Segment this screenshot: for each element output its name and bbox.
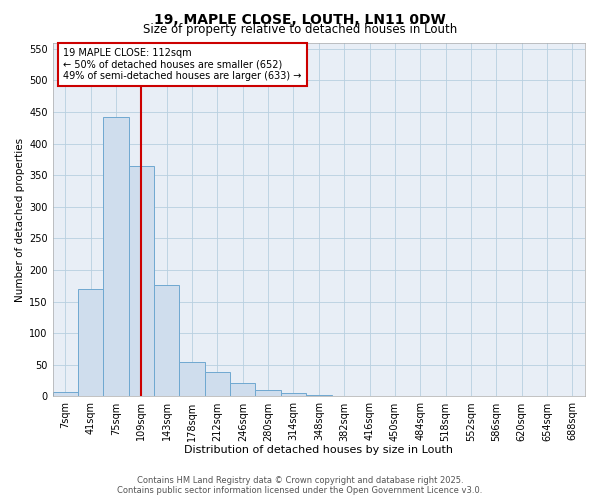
- Text: Contains HM Land Registry data © Crown copyright and database right 2025.
Contai: Contains HM Land Registry data © Crown c…: [118, 476, 482, 495]
- Y-axis label: Number of detached properties: Number of detached properties: [15, 138, 25, 302]
- Bar: [53, 392, 78, 396]
- Bar: [230, 383, 256, 396]
- Bar: [306, 395, 332, 396]
- Bar: [205, 372, 230, 396]
- Text: 19, MAPLE CLOSE, LOUTH, LN11 0DW: 19, MAPLE CLOSE, LOUTH, LN11 0DW: [154, 12, 446, 26]
- Bar: [154, 285, 179, 397]
- Text: 19 MAPLE CLOSE: 112sqm
← 50% of detached houses are smaller (652)
49% of semi-de: 19 MAPLE CLOSE: 112sqm ← 50% of detached…: [63, 48, 302, 81]
- Bar: [129, 166, 154, 396]
- Text: Size of property relative to detached houses in Louth: Size of property relative to detached ho…: [143, 22, 457, 36]
- Bar: [179, 362, 205, 396]
- Bar: [281, 394, 306, 396]
- Bar: [78, 289, 103, 397]
- Bar: [256, 390, 281, 396]
- X-axis label: Distribution of detached houses by size in Louth: Distribution of detached houses by size …: [184, 445, 454, 455]
- Bar: [103, 117, 129, 396]
